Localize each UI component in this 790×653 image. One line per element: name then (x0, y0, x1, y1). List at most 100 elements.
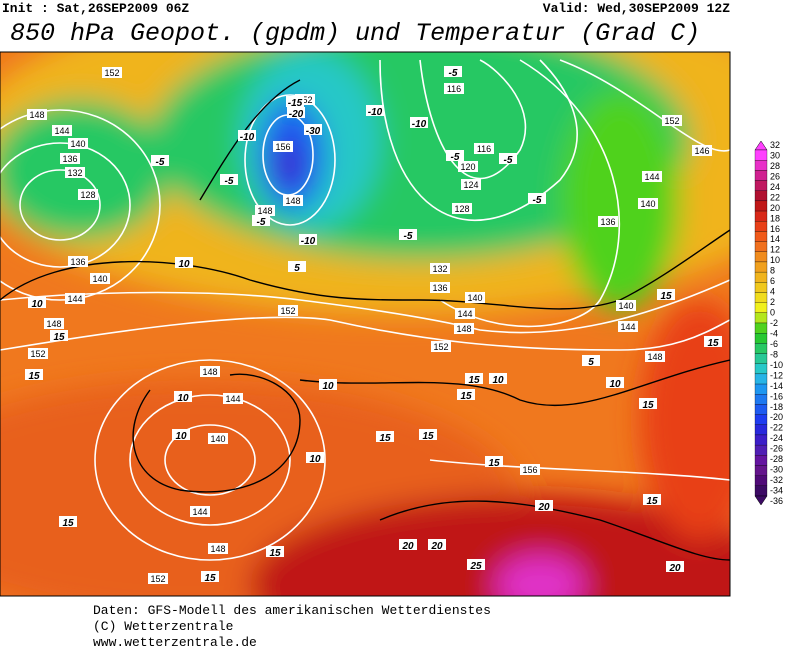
temperature-label: 10 (177, 393, 189, 404)
geopotential-label-box (430, 263, 450, 274)
temperature-label: 15 (660, 291, 672, 302)
temperature-label: 15 (62, 518, 74, 529)
colorbar-box (754, 200, 768, 212)
colorbar-box (754, 180, 768, 191)
colorbar-label: 28 (770, 161, 780, 171)
temperature-label-box (489, 373, 507, 384)
geopotential-label: 124 (463, 180, 478, 190)
geopotential-label-box (474, 143, 494, 154)
geopotential-label-box (27, 109, 47, 120)
geopotential-label-box (148, 573, 168, 584)
colorbar-label: -2 (770, 318, 778, 328)
geopotential-label: 136 (600, 217, 615, 227)
colorbar-box (754, 241, 768, 252)
temperature-label-box (446, 150, 464, 161)
footer-line: www.wetterzentrale.de (93, 635, 257, 648)
temperature-label-box (252, 215, 270, 226)
colorbar-label: -16 (770, 391, 783, 401)
geopotential-label-box (278, 305, 298, 316)
temperature-label: 10 (175, 431, 187, 442)
colorbar-box (754, 251, 768, 263)
temperature-label: -15 (288, 98, 303, 109)
temperature-label: 15 (642, 400, 654, 411)
temperature-label: -5 (225, 176, 234, 187)
temperature-label: 20 (668, 563, 681, 574)
geopotential-label-box (283, 195, 303, 206)
geopotential-label: 148 (456, 324, 471, 334)
colorbar-label: -6 (770, 339, 778, 349)
temperature-label: 10 (492, 375, 504, 386)
geopotential-label-box (28, 348, 48, 359)
temperature-label-box (25, 369, 43, 380)
temperature-label: -10 (301, 236, 316, 247)
temperature-label-box (399, 229, 417, 240)
temperature-label-box (151, 155, 169, 166)
valid-time: Valid: Wed,30SEP2009 12Z (543, 1, 730, 16)
geopotential-label-box (52, 125, 72, 136)
colorbar-box (754, 485, 768, 497)
temperature-label: 15 (460, 391, 472, 402)
colorbar-label: 0 (770, 308, 775, 318)
geopotential-label: 144 (620, 322, 635, 332)
temperature-label-box (639, 398, 657, 409)
colorbar-label: -14 (770, 381, 783, 391)
temperature-label-box (582, 355, 600, 366)
geopotential-label-box (638, 198, 658, 209)
geopotential-label-box (598, 216, 618, 227)
geopotential-label: 156 (275, 142, 290, 152)
geopotential-label: 144 (67, 294, 82, 304)
temperature-label: 10 (309, 454, 321, 465)
temperature-label-box (535, 500, 553, 511)
geopotential-label: 120 (460, 162, 475, 172)
temperature-label-box (319, 379, 337, 390)
colorbar-box (754, 333, 768, 344)
temperature-label-box (467, 559, 485, 570)
temperature-label-box (238, 130, 256, 141)
temperature-label-box (399, 539, 417, 550)
temperature-label: -5 (449, 68, 458, 79)
temperature-label: 15 (28, 371, 40, 382)
colorbar-label: 14 (770, 234, 780, 244)
temperature-label-box (465, 373, 483, 384)
geopotential-label: 146 (694, 146, 709, 156)
temperature-label: 20 (537, 502, 550, 513)
geopotential-label-box (618, 321, 638, 332)
geopotential-label: 140 (92, 274, 107, 284)
geopotential-label-box (190, 506, 210, 517)
colorbar-label: -22 (770, 423, 783, 433)
geopotential-label-box (520, 464, 540, 475)
geopotential-label-box (68, 138, 88, 149)
temperature-label-box (50, 330, 68, 341)
temperature-label: 5 (294, 263, 300, 274)
temperature-label-box (304, 124, 322, 135)
temperature-label: 10 (322, 381, 334, 392)
temperature-label: -30 (306, 126, 321, 137)
geopotential-label: 152 (30, 349, 45, 359)
geopotential-label: 116 (447, 84, 461, 94)
temperature-label-box (457, 389, 475, 400)
colorbar-label: 18 (770, 213, 780, 223)
colorbar-box (754, 394, 768, 405)
geopotential-label-box (461, 179, 481, 190)
temperature-label: 15 (422, 431, 434, 442)
temperature-label-box (175, 257, 193, 268)
temperature-label-box (428, 539, 446, 550)
geopotential-label: 140 (467, 293, 482, 303)
colorbar-label: 20 (770, 203, 780, 213)
map-frame (0, 51, 731, 597)
geopotential-label-box (60, 153, 80, 164)
colorbar-box (754, 353, 768, 364)
geopotential-label-box (255, 205, 275, 216)
temperature-label-box (444, 66, 462, 77)
temperature-label: -5 (533, 195, 542, 206)
temperature-label: -5 (404, 231, 413, 242)
geopotential-label: 152 (104, 68, 119, 78)
temperature-label-box (657, 289, 675, 300)
colorbar-label: 2 (770, 297, 775, 307)
geopotential-label-box (208, 433, 228, 444)
colorbar-box (754, 475, 768, 486)
geopotential-label-box (465, 292, 485, 303)
geopotential-label: 148 (285, 196, 300, 206)
colorbar-label: -26 (770, 444, 783, 454)
temperature-label-box (266, 546, 284, 557)
